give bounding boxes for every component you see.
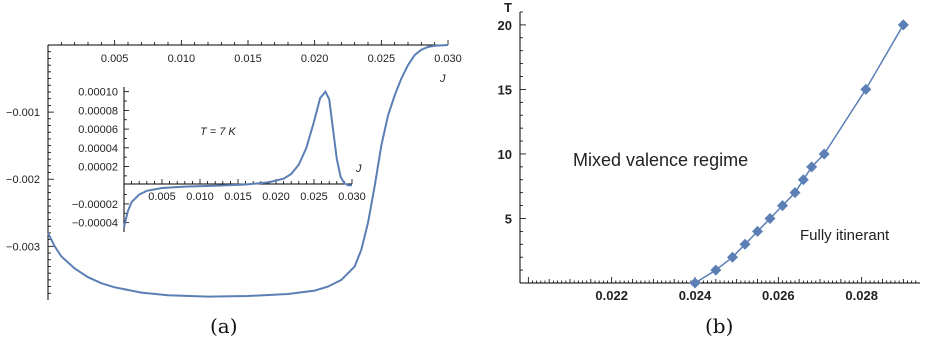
panel-b-y-tick-label: 5	[505, 211, 512, 226]
panel-b-data-point	[710, 264, 722, 276]
inset-y-tick-label: 0.00008	[78, 105, 118, 117]
panel-b-data-point	[806, 161, 818, 173]
panel-b-y-tick-label: 15	[498, 82, 512, 97]
panel-b-annotation-mixed-valence: Mixed valence regime	[573, 150, 748, 170]
panel-b-x-tick-label: 0.022	[595, 288, 628, 303]
panel-a-inset: 0.005 0.010 0.015 0.020 0.025 0.030 0.00010 0.…	[72, 87, 366, 232]
inset-annotation: T = 7 K	[200, 126, 236, 138]
panel-b-x-tick-label: 0.028	[845, 288, 878, 303]
panel-a-x-tick-label: 0.005	[101, 53, 129, 65]
panel-a-series-line	[47, 44, 449, 298]
panel-b-x-tick-label: 0.026	[762, 288, 795, 303]
inset-y-tick-label: −0.00004	[72, 218, 118, 230]
inset-y-tick-label: 0.00004	[78, 143, 118, 155]
panel-a-x-tick-label: 0.010	[168, 53, 196, 65]
panel-a-caption: (a)	[210, 314, 238, 338]
panel-a-y-tick-label: −0.001	[6, 107, 40, 119]
panel-b-data-point	[764, 212, 776, 224]
panel-a: 0.005 0.010 0.015 0.020 0.025 0.030 −0.001 −0.…	[6, 40, 462, 338]
panel-b: 0.022 0.024 0.026 0.028 5 10 15 20 T Mixed val…	[498, 0, 920, 338]
panel-b-data-point	[897, 19, 909, 31]
panel-b-caption: (b)	[705, 314, 733, 338]
inset-x-tick-label: 0.030	[338, 191, 366, 203]
inset-y-tick-label: 0.00006	[78, 124, 118, 136]
panel-a-x-tick-label: 0.020	[301, 53, 329, 65]
inset-x-tick-label: 0.020	[262, 191, 290, 203]
panel-b-data-point	[689, 277, 701, 289]
panel-b-data-point	[860, 83, 872, 95]
panel-a-x-label: J	[439, 73, 446, 85]
inset-y-tick-label: −0.00002	[72, 199, 118, 211]
panel-b-annotation-itinerant: Fully itinerant	[800, 227, 890, 244]
panel-b-data-point	[818, 148, 830, 160]
inset-x-tick-label: 0.015	[224, 191, 252, 203]
inset-y-tick-label: 0.00010	[78, 87, 118, 99]
inset-x-label: J	[355, 163, 362, 175]
panel-a-x-tick-label: 0.015	[234, 53, 262, 65]
panel-a-x-tick-label: 0.025	[368, 53, 396, 65]
panel-a-y-tick-label: −0.003	[6, 241, 40, 253]
inset-x-tick-label: 0.025	[300, 191, 328, 203]
inset-x-tick-label: 0.005	[148, 191, 176, 203]
panel-a-x-tick-label: 0.030	[434, 53, 462, 65]
panel-b-data-point	[789, 187, 801, 199]
panel-b-data-point	[752, 225, 763, 237]
inset-y-tick-label: 0.00002	[78, 162, 118, 174]
panel-b-x-tick-label: 0.024	[679, 288, 712, 303]
panel-b-data-point	[797, 174, 809, 186]
panel-b-y-label: T	[504, 0, 512, 15]
panel-b-y-tick-label: 20	[498, 18, 512, 33]
panel-b-data-point	[739, 238, 751, 250]
inset-series-line	[123, 89, 352, 228]
panel-a-y-tick-label: −0.002	[6, 174, 40, 186]
inset-x-tick-label: 0.010	[186, 191, 214, 203]
panel-b-data-point	[727, 251, 738, 263]
panel-b-data-point	[777, 200, 788, 212]
panel-b-y-tick-label: 10	[498, 147, 512, 162]
